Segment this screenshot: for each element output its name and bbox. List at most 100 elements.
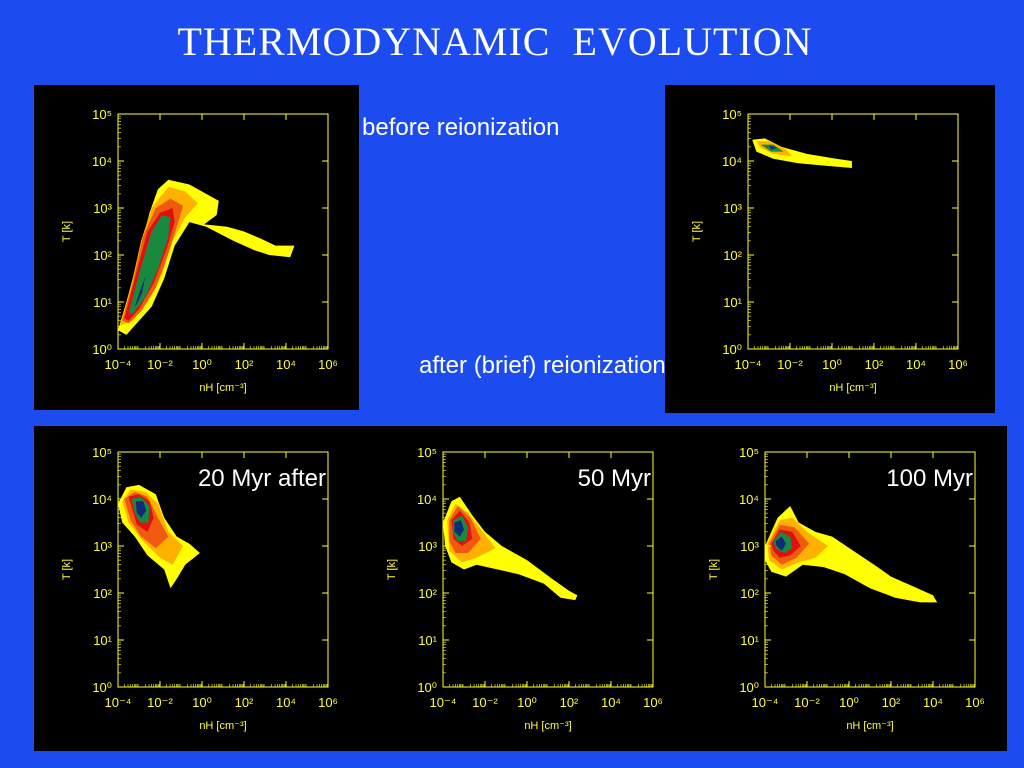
x-tick-label: 10⁴ (906, 357, 926, 372)
x-tick-label: 10⁶ (643, 695, 663, 710)
contour-level-5 (135, 501, 147, 518)
y-tick-label: 10⁴ (92, 154, 112, 169)
contour-level-5 (134, 276, 146, 307)
x-tick-label: 10⁻⁴ (105, 357, 132, 372)
x-tick-label: 10⁰ (192, 695, 212, 710)
y-tick-label: 10⁰ (739, 680, 759, 695)
y-tick-label: 10⁵ (417, 445, 437, 460)
plot-100-myr: 10⁻⁴ 10⁻² 10⁰ 10² 10⁴ 10⁶ 10⁰ 10¹ 10² 10³ 10⁴ 10⁵ nH… (708, 445, 985, 732)
y-tick-label: 10³ (93, 539, 112, 554)
contour-level-0 (765, 506, 938, 603)
x-tick-label: 10⁻² (794, 695, 820, 710)
contour-layer (752, 138, 852, 168)
y-tick-label: 10⁴ (739, 492, 759, 507)
plot-before-reionization: 10⁻⁴ 10⁻² 10⁰ 10² 10⁴ 10⁶ 10⁰ 10¹ 10² 10³ 10⁴ 10⁵ nH… (61, 107, 338, 394)
x-tick-label: 10² (560, 695, 579, 710)
y-axis-label: T [k] (61, 559, 73, 580)
y-tick-label: 10¹ (93, 633, 112, 648)
x-tick-label: 10² (865, 357, 884, 372)
y-tick-label: 10⁵ (92, 445, 112, 460)
y-tick-label: 10³ (418, 539, 437, 554)
y-tick-label: 10¹ (93, 295, 112, 310)
y-tick-label: 10² (723, 248, 742, 263)
x-tick-label: 10² (235, 357, 254, 372)
x-axis-label: nH [cm⁻³] (846, 720, 893, 732)
x-tick-label: 10⁰ (517, 695, 537, 710)
panel-bottom-row (34, 426, 1007, 751)
x-tick-label: 10⁻² (777, 357, 803, 372)
y-axis-label: T [k] (708, 559, 720, 580)
contour-level-4 (128, 215, 171, 314)
y-tick-label: 10⁰ (722, 342, 742, 357)
x-tick-label: 10⁰ (822, 357, 842, 372)
x-tick-label: 10⁻⁴ (752, 695, 779, 710)
y-tick-label: 10⁴ (722, 154, 742, 169)
y-axis-label: T [k] (386, 559, 398, 580)
x-tick-label: 10⁶ (318, 357, 338, 372)
x-tick-label: 10⁻² (472, 695, 498, 710)
axes-frame (442, 451, 654, 688)
caption-before-reionization: before reionization (362, 114, 560, 141)
contour-level-5 (769, 145, 778, 150)
axes-frame (747, 113, 959, 350)
contour-layer (765, 506, 938, 603)
x-tick-label: 10⁶ (948, 357, 968, 372)
y-tick-label: 10⁵ (739, 445, 759, 460)
y-axis-label: T [k] (691, 221, 703, 242)
y-tick-label: 10² (93, 248, 112, 263)
panel-top-left (34, 85, 359, 410)
y-tick-label: 10⁴ (92, 492, 112, 507)
panel-annotation: 20 Myr after (198, 465, 326, 492)
y-tick-label: 10² (93, 586, 112, 601)
panel-top-right (665, 85, 995, 413)
y-tick-label: 10¹ (723, 295, 742, 310)
x-tick-label: 10⁻² (147, 357, 173, 372)
y-tick-label: 10⁰ (92, 680, 112, 695)
contour-layer (443, 496, 578, 601)
y-tick-label: 10⁰ (92, 342, 112, 357)
y-tick-label: 10² (418, 586, 437, 601)
y-tick-label: 10¹ (740, 633, 759, 648)
y-tick-label: 10³ (740, 539, 759, 554)
y-tick-label: 10⁰ (417, 680, 437, 695)
x-tick-label: 10⁻⁴ (105, 695, 132, 710)
x-tick-label: 10⁶ (965, 695, 985, 710)
y-tick-label: 10³ (93, 201, 112, 216)
y-tick-label: 10¹ (418, 633, 437, 648)
x-tick-label: 10⁴ (276, 357, 296, 372)
panel-annotation: 50 Myr (578, 465, 651, 492)
x-tick-label: 10⁴ (601, 695, 621, 710)
x-tick-label: 10⁴ (276, 695, 296, 710)
y-tick-label: 10³ (723, 201, 742, 216)
axes-frame (764, 451, 976, 688)
contour-level-0 (443, 496, 578, 601)
x-tick-label: 10⁰ (839, 695, 859, 710)
x-tick-label: 10⁶ (318, 695, 338, 710)
plot-20-myr-after: 10⁻⁴ 10⁻² 10⁰ 10² 10⁴ 10⁶ 10⁰ 10¹ 10² 10³ 10⁴ 10⁵ nH… (61, 445, 338, 732)
slide-title: THERMODYNAMIC EVOLUTION (177, 19, 813, 64)
x-tick-label: 10⁰ (192, 357, 212, 372)
x-axis-label: nH [cm⁻³] (199, 720, 246, 732)
x-tick-label: 10⁻⁴ (430, 695, 457, 710)
x-tick-label: 10⁻⁴ (735, 357, 762, 372)
contour-layer (118, 179, 295, 335)
y-tick-label: 10² (740, 586, 759, 601)
y-tick-label: 10⁵ (92, 107, 112, 122)
x-tick-label: 10² (235, 695, 254, 710)
plot-after-brief-reionization: 10⁻⁴ 10⁻² 10⁰ 10² 10⁴ 10⁶ 10⁰ 10¹ 10² 10³ 10⁴ 10⁵ nH… (691, 107, 968, 394)
contour-level-5 (454, 520, 464, 537)
contour-level-5 (775, 536, 786, 551)
x-tick-label: 10⁴ (923, 695, 943, 710)
axes-frame (117, 451, 329, 688)
x-tick-label: 10⁻² (147, 695, 173, 710)
plot-50-myr: 10⁻⁴ 10⁻² 10⁰ 10² 10⁴ 10⁶ 10⁰ 10¹ 10² 10³ 10⁴ 10⁵ nH… (386, 445, 663, 732)
x-axis-label: nH [cm⁻³] (199, 382, 246, 394)
panel-annotation: 100 Myr (886, 465, 973, 492)
caption-after-reionization: after (brief) reionization (419, 352, 666, 379)
x-tick-label: 10² (882, 695, 901, 710)
x-axis-label: nH [cm⁻³] (524, 720, 571, 732)
y-axis-label: T [k] (61, 221, 73, 242)
x-axis-label: nH [cm⁻³] (829, 382, 876, 394)
contour-layer (118, 484, 200, 589)
y-tick-label: 10⁴ (417, 492, 437, 507)
